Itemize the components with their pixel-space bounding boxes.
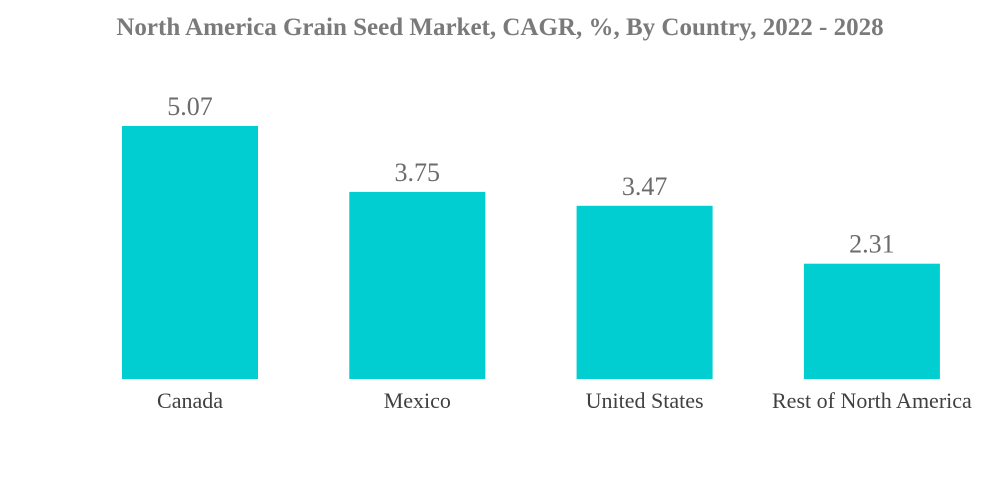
x-tick-label: Canada [157,388,223,413]
bar-united-states [576,205,713,379]
value-label: 5.07 [167,92,213,121]
x-tick-label: Rest of North America [772,388,972,413]
x-tick-label: United States [586,388,704,413]
value-label: 3.75 [395,158,441,187]
x-tick-label: Mexico [384,388,451,413]
bar-rest-of-north-america [803,263,940,379]
chart-title: North America Grain Seed Market, CAGR, %… [116,14,884,41]
bar-mexico [349,191,486,379]
bar-canada [122,126,258,379]
value-label: 2.31 [849,230,895,259]
value-label: 3.47 [622,172,668,201]
